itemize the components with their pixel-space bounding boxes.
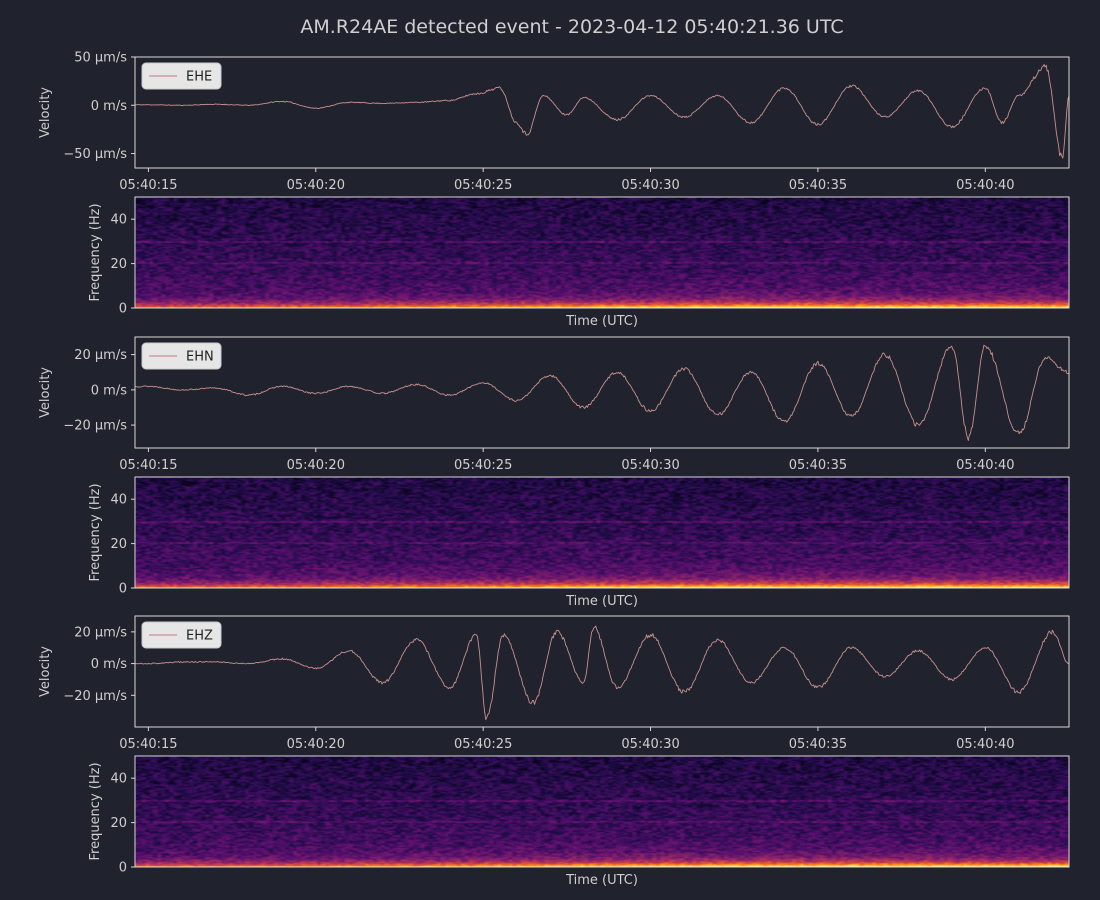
y-axis-label: Velocity (38, 87, 53, 138)
y-axis-label: Frequency (Hz) (88, 203, 103, 301)
x-tick-label: 05:40:40 (956, 458, 1014, 473)
x-tick-label: 05:40:40 (956, 737, 1014, 752)
y-tick-label: 40 (110, 213, 127, 228)
spectrogram-canvas (135, 756, 1069, 867)
x-tick-label: 05:40:30 (621, 458, 679, 473)
trace-panel-ehe: 50 µm/s 0 m/s −50 µm/s Velocity 05:40:15 05:4… (38, 51, 1070, 193)
trace-panel-ehz: 20 µm/s 0 m/s −20 µm/s Velocity 05:40:15 05:4… (38, 615, 1070, 752)
axes-frame (134, 336, 1070, 449)
x-tick-label: 05:40:25 (454, 458, 512, 473)
y-tick-label: 50 µm/s (74, 51, 127, 66)
spectrogram-panel-ehe: 0 20 40 Frequency (Hz) Time (UTC) (88, 196, 1070, 329)
trace-panel-ehn: 20 µm/s 0 m/s −20 µm/s Velocity 05:40:15 05:4… (38, 336, 1070, 473)
x-tick-label: 05:40:35 (789, 178, 847, 193)
x-tick-label: 05:40:20 (287, 737, 345, 752)
y-tick-label: 0 (119, 582, 127, 597)
spectrogram-canvas (135, 197, 1069, 308)
axes-frame (134, 196, 1070, 309)
trace-line-ehe (135, 64, 1070, 159)
x-tick-label: 05:40:25 (454, 178, 512, 193)
y-tick-label: 20 (110, 816, 127, 831)
figure-title: AM.R24AE detected event - 2023-04-12 05:… (300, 16, 843, 38)
y-axis-label: Velocity (38, 367, 53, 418)
legend-label: EHN (186, 350, 214, 365)
y-tick-label: 40 (110, 772, 127, 787)
y-tick-label: 40 (110, 493, 127, 508)
x-tick-label: 05:40:40 (956, 178, 1014, 193)
y-tick-label: −20 µm/s (63, 689, 127, 704)
y-tick-label: 0 (119, 861, 127, 876)
y-tick-label: 0 m/s (91, 383, 127, 398)
spectrogram-image (135, 197, 1069, 308)
spectrogram-panel-ehn: 0 20 40 Frequency (Hz) Time (UTC) (88, 476, 1070, 609)
y-tick-label: 20 (110, 537, 127, 552)
y-axis-label: Velocity (38, 646, 53, 697)
trace-line-ehn (134, 344, 1070, 441)
axes-frame (134, 615, 1070, 728)
x-tick-label: 05:40:25 (454, 737, 512, 752)
legend-label: EHE (186, 70, 212, 85)
y-tick-label: 0 m/s (91, 657, 127, 672)
x-tick-label: 05:40:15 (119, 178, 177, 193)
y-axis-label: Frequency (Hz) (88, 762, 103, 860)
spectrogram-image (135, 756, 1069, 867)
y-tick-label: 20 µm/s (74, 348, 127, 363)
y-tick-label: 20 (110, 257, 127, 272)
y-tick-label: 0 m/s (91, 99, 127, 114)
x-tick-label: 05:40:15 (119, 737, 177, 752)
y-tick-label: −20 µm/s (63, 419, 127, 434)
legend-box (141, 621, 222, 649)
y-tick-label: −50 µm/s (63, 147, 127, 162)
legend-box (141, 342, 222, 370)
x-axis-label: Time (UTC) (565, 873, 638, 888)
x-axis-label: Time (UTC) (565, 314, 638, 329)
legend-label: EHZ (186, 629, 213, 644)
x-axis-label: Time (UTC) (565, 594, 638, 609)
x-tick-label: 05:40:20 (287, 178, 345, 193)
y-tick-label: 0 (119, 302, 127, 317)
axes-frame (134, 476, 1070, 589)
y-axis-label: Frequency (Hz) (88, 483, 103, 581)
x-tick-label: 05:40:30 (621, 178, 679, 193)
x-tick-label: 05:40:35 (789, 737, 847, 752)
x-tick-label: 05:40:30 (621, 737, 679, 752)
trace-line-ehz (134, 625, 1070, 721)
panels: 50 µm/s 0 m/s −50 µm/s Velocity 05:40:15 05:4… (38, 51, 1070, 888)
legend: EHN (141, 342, 222, 370)
axes-frame (134, 56, 1070, 169)
spectrogram-panel-ehz: 0 20 40 Frequency (Hz) Time (UTC) (88, 755, 1070, 888)
y-tick-label: 20 µm/s (74, 625, 127, 640)
x-tick-label: 05:40:35 (789, 458, 847, 473)
legend: EHE (141, 62, 222, 90)
legend-box (141, 62, 222, 90)
x-tick-label: 05:40:20 (287, 458, 345, 473)
legend: EHZ (141, 621, 222, 649)
spectrogram-canvas (135, 477, 1069, 588)
axes-frame (134, 755, 1070, 868)
x-tick-label: 05:40:15 (119, 458, 177, 473)
spectrogram-image (135, 477, 1069, 588)
